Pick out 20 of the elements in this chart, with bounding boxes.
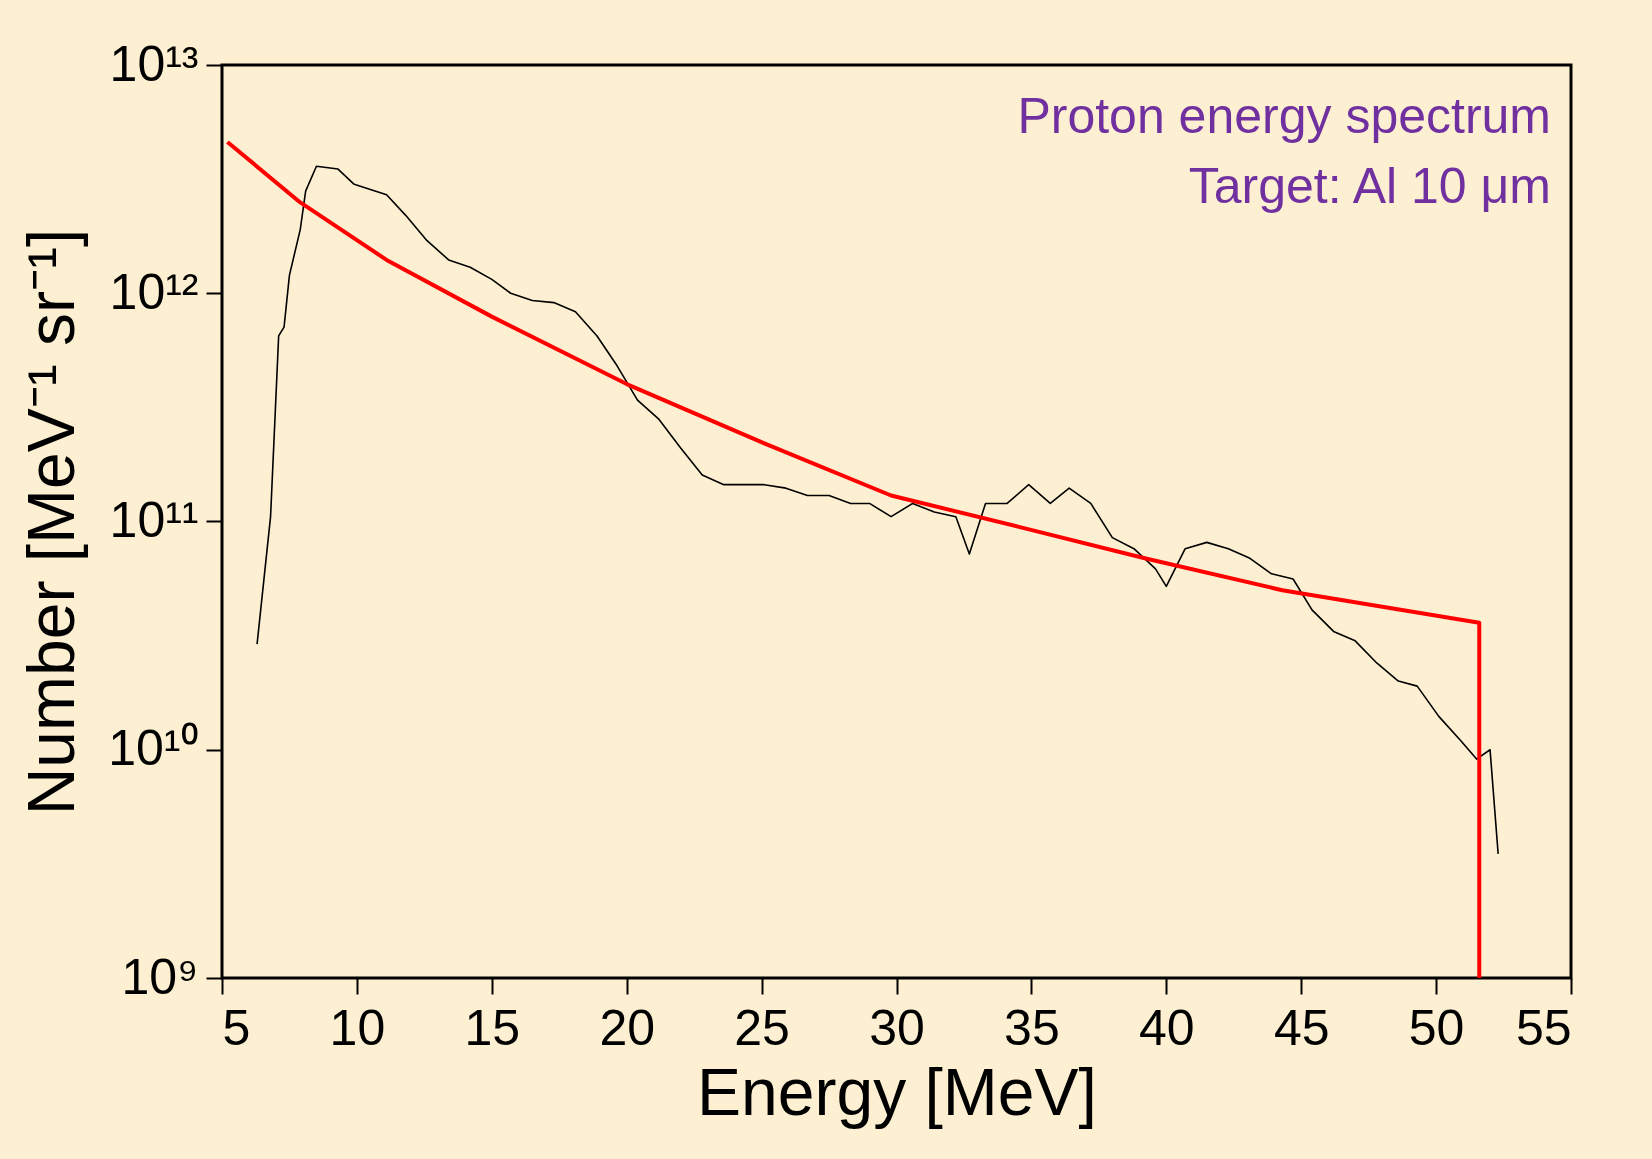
x-tick-label: 15: [464, 999, 521, 1056]
y-tick-label: 10¹⁰: [108, 720, 199, 777]
y-tick-label: 10¹¹: [109, 492, 199, 548]
x-tick-label: 5: [222, 999, 251, 1056]
x-tick-label: 30: [869, 999, 925, 1056]
annotation: Target: Al 10 μm: [1188, 158, 1551, 214]
y-tick-label: 10⁹: [121, 948, 199, 1005]
y-tick-label: 10¹²: [109, 263, 199, 320]
y-tick-label: 10¹³: [109, 35, 199, 92]
x-tick-label: 45: [1273, 999, 1330, 1056]
x-tick-label: 40: [1138, 999, 1195, 1056]
y-axis-title: Number [MeV⁻¹ sr⁻¹]: [14, 228, 89, 816]
x-tick-label: 20: [599, 999, 656, 1056]
x-tick-label: 10: [329, 999, 386, 1056]
x-tick-label: 50: [1408, 999, 1465, 1056]
x-tick-label: 35: [1004, 999, 1060, 1056]
annotation: Proton energy spectrum: [1017, 88, 1551, 144]
x-tick-label: 55: [1515, 999, 1572, 1056]
x-axis-title: Energy [MeV]: [697, 1054, 1097, 1129]
x-tick-label: 25: [734, 999, 790, 1056]
